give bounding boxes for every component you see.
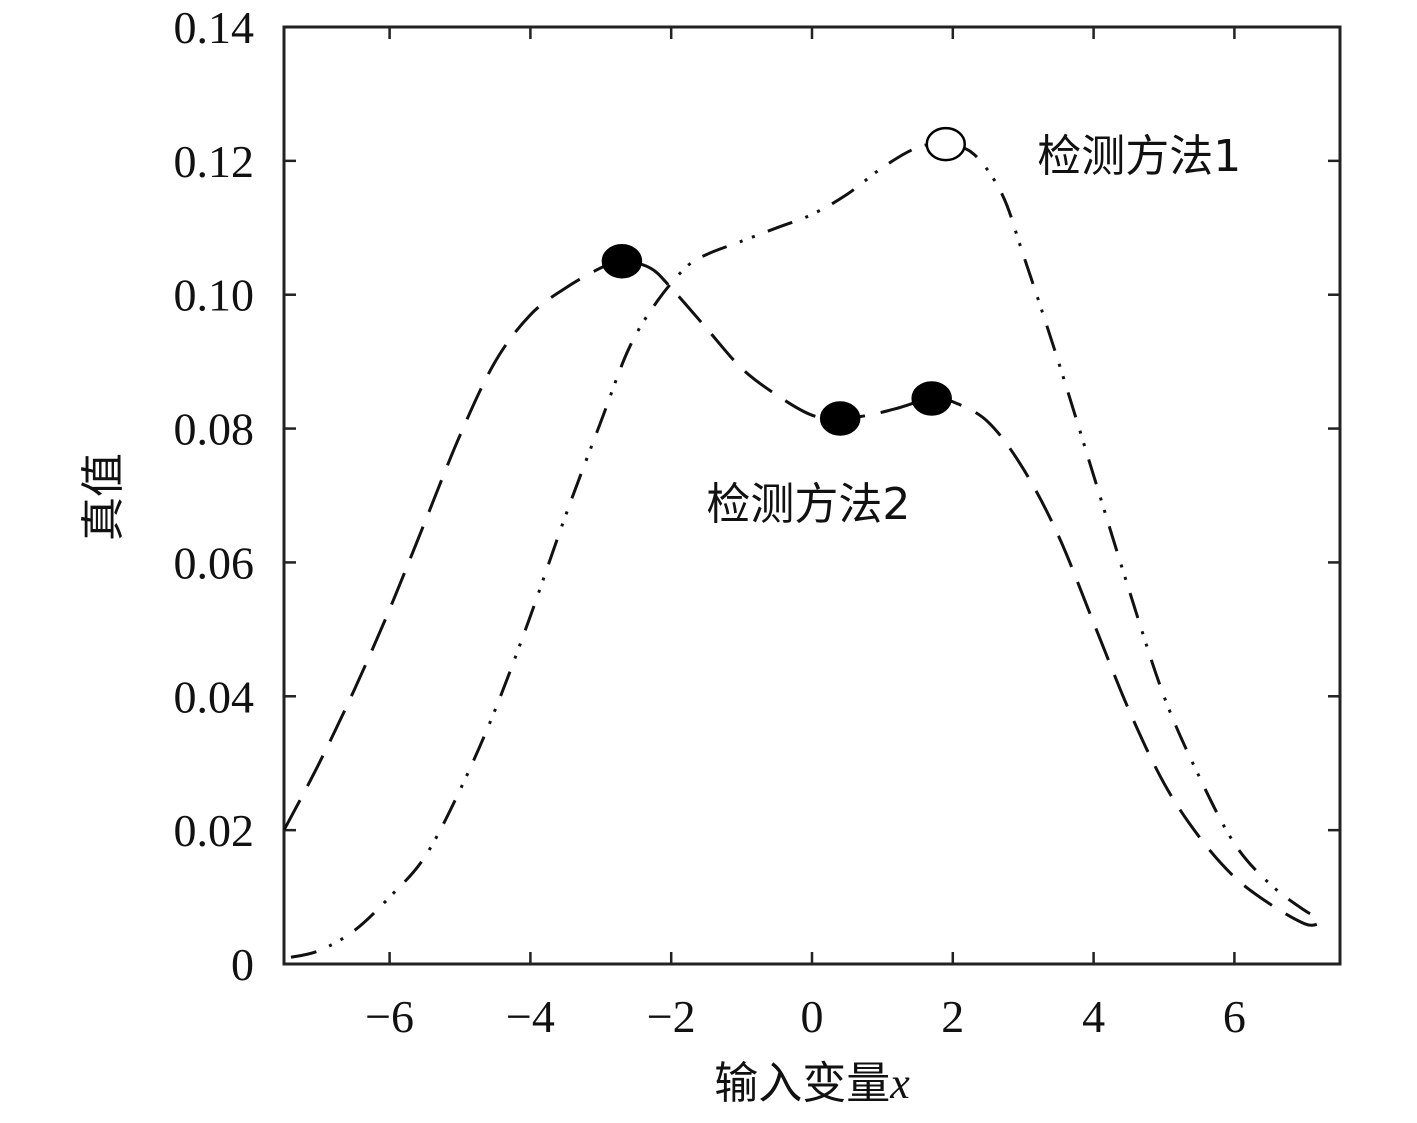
x-axis-title-text: 输入变量 [714, 1058, 890, 1109]
x-tick-label: 2 [941, 991, 964, 1042]
filled-marker [601, 244, 643, 279]
y-tick-label: 0.04 [174, 671, 255, 722]
annotation-layer: 检测方法1 检测方法2 [706, 131, 1241, 530]
marker-layer [601, 126, 967, 436]
x-axis-ticks: −6 −4 −2 0 2 4 6 [365, 27, 1246, 1042]
y-tick-label: 0.06 [174, 537, 255, 588]
x-tick-label: 4 [1082, 991, 1105, 1042]
x-tick-label: 0 [801, 991, 824, 1042]
y-tick-label: 0.02 [174, 805, 255, 856]
y-tick-label: 0 [231, 939, 254, 990]
series-layer [282, 142, 1320, 959]
x-tick-label: −2 [647, 991, 696, 1042]
filled-marker [911, 381, 952, 416]
x-tick-label: −4 [506, 991, 555, 1042]
y-tick-label: 0.08 [174, 404, 255, 455]
series-annotation-1: 检测方法1 [1037, 131, 1241, 182]
filled-marker [819, 401, 861, 436]
y-tick-label: 0.14 [174, 2, 255, 53]
x-axis-title-variable: x [889, 1059, 910, 1108]
y-tick-label: 0.10 [174, 270, 255, 321]
x-axis-title: 输入变量x [714, 1058, 910, 1109]
x-tick-label: −6 [365, 991, 414, 1042]
x-tick-label: 6 [1223, 991, 1246, 1042]
series-line-1 [290, 142, 1320, 959]
hollow-marker [925, 126, 967, 162]
series-annotation-2: 检测方法2 [706, 479, 910, 530]
series-line-2 [282, 259, 1320, 927]
y-axis-ticks: 0 0.02 0.04 0.06 0.08 0.10 0.12 0.14 [174, 2, 1340, 990]
y-tick-label: 0.12 [174, 136, 255, 187]
y-axis-title: 真值 [78, 453, 129, 541]
